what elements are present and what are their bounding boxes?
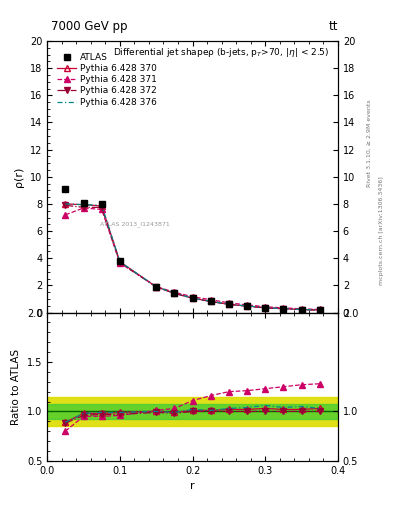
- ATLAS: [208, 298, 213, 305]
- ATLAS: [63, 186, 68, 192]
- Pythia 6.428 372: [63, 202, 68, 208]
- Line: Pythia 6.428 370: Pythia 6.428 370: [62, 201, 323, 313]
- Pythia 6.428 371: [81, 205, 86, 211]
- Text: 7000 GeV pp: 7000 GeV pp: [51, 20, 128, 33]
- Pythia 6.428 372: [227, 302, 231, 308]
- ATLAS: [245, 303, 250, 309]
- Pythia 6.428 371: [263, 304, 268, 310]
- Pythia 6.428 370: [118, 259, 122, 265]
- Pythia 6.428 370: [99, 203, 104, 209]
- Pythia 6.428 376: [154, 284, 159, 290]
- Pythia 6.428 371: [118, 260, 122, 266]
- ATLAS: [118, 258, 122, 264]
- ATLAS: [263, 305, 268, 311]
- Text: tt: tt: [329, 20, 338, 33]
- Legend: ATLAS, Pythia 6.428 370, Pythia 6.428 371, Pythia 6.428 372, Pythia 6.428 376: ATLAS, Pythia 6.428 370, Pythia 6.428 37…: [53, 49, 161, 111]
- Pythia 6.428 372: [318, 307, 322, 313]
- ATLAS: [227, 302, 231, 308]
- Pythia 6.428 371: [99, 206, 104, 212]
- Pythia 6.428 370: [81, 202, 86, 208]
- X-axis label: r: r: [190, 481, 195, 491]
- Y-axis label: ρ(r): ρ(r): [15, 166, 24, 187]
- Pythia 6.428 376: [245, 303, 250, 309]
- Pythia 6.428 376: [208, 298, 213, 305]
- Pythia 6.428 376: [299, 306, 304, 312]
- Pythia 6.428 376: [118, 259, 122, 265]
- Pythia 6.428 372: [245, 303, 250, 309]
- Pythia 6.428 376: [99, 202, 104, 208]
- Text: Rivet 3.1.10, ≥ 2.9M events: Rivet 3.1.10, ≥ 2.9M events: [367, 99, 372, 187]
- Pythia 6.428 371: [208, 296, 213, 303]
- Pythia 6.428 376: [190, 295, 195, 301]
- Pythia 6.428 371: [245, 302, 250, 308]
- Pythia 6.428 371: [172, 289, 177, 295]
- Pythia 6.428 370: [154, 284, 159, 290]
- Pythia 6.428 372: [281, 306, 286, 312]
- Pythia 6.428 372: [99, 204, 104, 210]
- Line: Pythia 6.428 371: Pythia 6.428 371: [62, 205, 323, 312]
- Pythia 6.428 376: [172, 290, 177, 296]
- ATLAS: [318, 307, 322, 313]
- Pythia 6.428 370: [245, 303, 250, 309]
- Pythia 6.428 371: [299, 306, 304, 312]
- Pythia 6.428 376: [281, 306, 286, 312]
- Pythia 6.428 371: [63, 212, 68, 218]
- ATLAS: [99, 201, 104, 207]
- ATLAS: [154, 284, 159, 290]
- Line: Pythia 6.428 372: Pythia 6.428 372: [62, 203, 323, 313]
- Pythia 6.428 376: [63, 201, 68, 207]
- Pythia 6.428 371: [281, 305, 286, 311]
- Pythia 6.428 371: [190, 294, 195, 300]
- Pythia 6.428 370: [208, 298, 213, 305]
- Pythia 6.428 372: [208, 298, 213, 305]
- Line: ATLAS: ATLAS: [62, 186, 323, 313]
- Pythia 6.428 370: [63, 201, 68, 207]
- Pythia 6.428 372: [190, 295, 195, 302]
- Pythia 6.428 376: [81, 202, 86, 208]
- ATLAS: [81, 200, 86, 206]
- Text: Differential jet shapeρ (b-jets, p$_T$>70, $|\eta|$ < 2.5): Differential jet shapeρ (b-jets, p$_T$>7…: [113, 47, 329, 59]
- Pythia 6.428 371: [154, 284, 159, 290]
- Y-axis label: Ratio to ATLAS: Ratio to ATLAS: [11, 349, 21, 425]
- Pythia 6.428 370: [281, 306, 286, 312]
- Pythia 6.428 372: [299, 307, 304, 313]
- Pythia 6.428 376: [263, 305, 268, 311]
- Pythia 6.428 370: [263, 305, 268, 311]
- Text: mcplots.cern.ch [arXiv:1306.3436]: mcplots.cern.ch [arXiv:1306.3436]: [379, 176, 384, 285]
- Pythia 6.428 372: [118, 259, 122, 265]
- ATLAS: [172, 290, 177, 296]
- Pythia 6.428 371: [318, 306, 322, 312]
- Pythia 6.428 370: [190, 295, 195, 301]
- Pythia 6.428 372: [263, 305, 268, 311]
- Pythia 6.428 376: [318, 307, 322, 313]
- Pythia 6.428 370: [227, 301, 231, 307]
- ATLAS: [281, 306, 286, 312]
- Pythia 6.428 370: [172, 290, 177, 296]
- Pythia 6.428 370: [318, 307, 322, 313]
- ATLAS: [190, 295, 195, 302]
- Pythia 6.428 370: [299, 307, 304, 313]
- Pythia 6.428 371: [227, 300, 231, 306]
- Text: ATLAS 2013_I1243871: ATLAS 2013_I1243871: [99, 222, 169, 227]
- Line: Pythia 6.428 376: Pythia 6.428 376: [65, 204, 320, 310]
- Pythia 6.428 372: [154, 284, 159, 290]
- Pythia 6.428 376: [227, 301, 231, 307]
- Pythia 6.428 372: [172, 290, 177, 296]
- ATLAS: [299, 307, 304, 313]
- Pythia 6.428 372: [81, 204, 86, 210]
